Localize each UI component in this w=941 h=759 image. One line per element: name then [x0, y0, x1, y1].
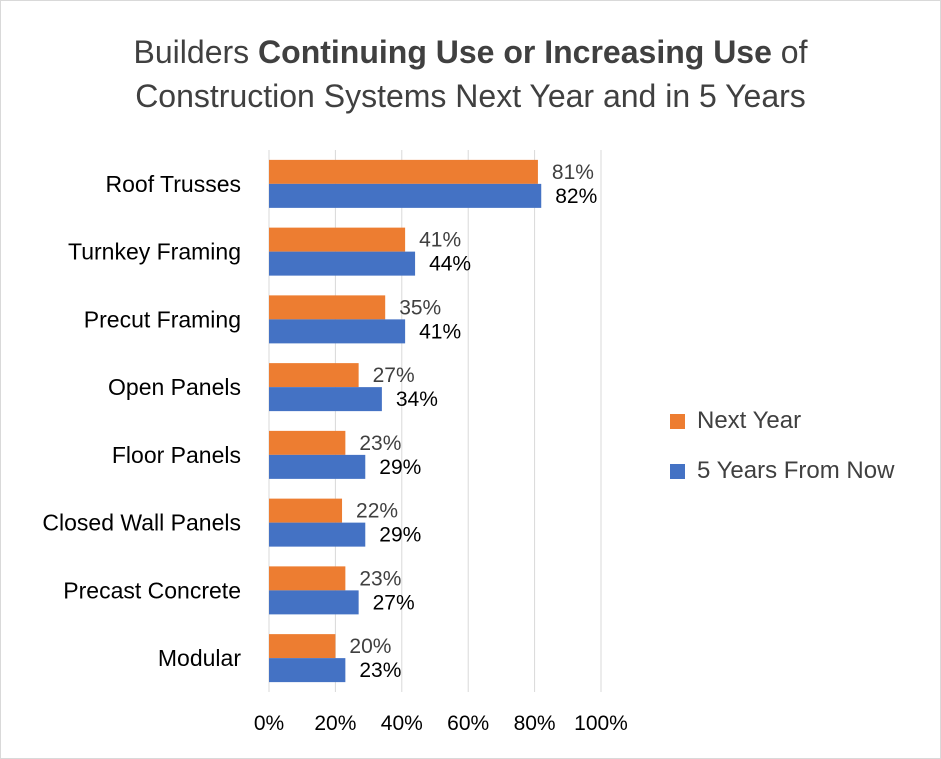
bar-5-years-from-now — [269, 522, 366, 547]
data-label-5-years-from-now: 44% — [429, 253, 471, 276]
bar-next-year — [269, 227, 406, 252]
bar-next-year — [269, 363, 359, 388]
bar-5-years-from-now — [269, 251, 416, 276]
data-label-next-year: 27% — [373, 364, 415, 387]
bar-5-years-from-now — [269, 454, 366, 479]
category-label: Precut Framing — [84, 306, 241, 332]
legend-item-next-year: Next Year — [670, 396, 894, 446]
data-label-5-years-from-now: 41% — [419, 320, 461, 343]
data-label-next-year: 35% — [399, 296, 441, 319]
data-label-next-year: 41% — [419, 229, 461, 252]
legend-swatch-five-years — [670, 463, 685, 479]
data-label-next-year: 23% — [359, 567, 401, 590]
data-label-5-years-from-now: 23% — [359, 659, 401, 682]
legend-label-five-years: 5 Years From Now — [697, 457, 895, 484]
bar-next-year — [269, 634, 336, 659]
legend-item-five-years: 5 Years From Now — [670, 446, 894, 496]
title-post: of — [771, 34, 808, 70]
data-label-5-years-from-now: 27% — [373, 591, 415, 614]
bar-next-year — [269, 295, 386, 320]
bar-next-year — [269, 566, 346, 591]
x-tick-label: 60% — [447, 712, 489, 735]
category-label: Open Panels — [108, 374, 241, 400]
data-label-5-years-from-now: 29% — [379, 456, 421, 479]
bar-next-year — [269, 498, 343, 523]
data-label-5-years-from-now: 34% — [396, 388, 438, 411]
bar-5-years-from-now — [269, 387, 382, 412]
title-line-2: Construction Systems Next Year and in 5 … — [135, 78, 806, 114]
category-label: Modular — [158, 645, 241, 671]
x-tick-label: 100% — [574, 712, 628, 735]
bar-next-year — [269, 159, 538, 184]
category-label: Turnkey Framing — [68, 239, 241, 265]
x-tick-label: 0% — [254, 712, 284, 735]
title-bold: Continuing Use or Increasing Use — [258, 34, 772, 70]
category-label: Precast Concrete — [63, 577, 241, 603]
data-label-next-year: 81% — [552, 161, 594, 184]
bar-5-years-from-now — [269, 658, 346, 683]
x-tick-label: 40% — [381, 712, 423, 735]
category-label: Floor Panels — [112, 442, 241, 468]
chart-title: Builders Continuing Use or Increasing Us… — [0, 30, 941, 118]
bar-5-years-from-now — [269, 590, 359, 615]
bar-5-years-from-now — [269, 319, 406, 344]
data-label-next-year: 22% — [356, 500, 398, 523]
title-line-1: Builders Continuing Use or Increasing Us… — [0, 30, 941, 74]
data-label-next-year: 20% — [349, 635, 391, 658]
x-tick-label: 20% — [314, 712, 356, 735]
legend-label-next-year: Next Year — [697, 407, 802, 434]
category-label: Closed Wall Panels — [42, 510, 241, 536]
category-label: Roof Trusses — [106, 171, 242, 197]
legend-swatch-next-year — [670, 413, 685, 429]
bar-5-years-from-now — [269, 183, 542, 208]
x-tick-label: 80% — [514, 712, 556, 735]
legend: Next Year 5 Years From Now — [670, 396, 894, 496]
data-label-5-years-from-now: 82% — [555, 185, 597, 208]
data-label-next-year: 23% — [359, 432, 401, 455]
title-pre: Builders — [133, 34, 259, 70]
bar-next-year — [269, 430, 346, 455]
data-label-5-years-from-now: 29% — [379, 524, 421, 547]
